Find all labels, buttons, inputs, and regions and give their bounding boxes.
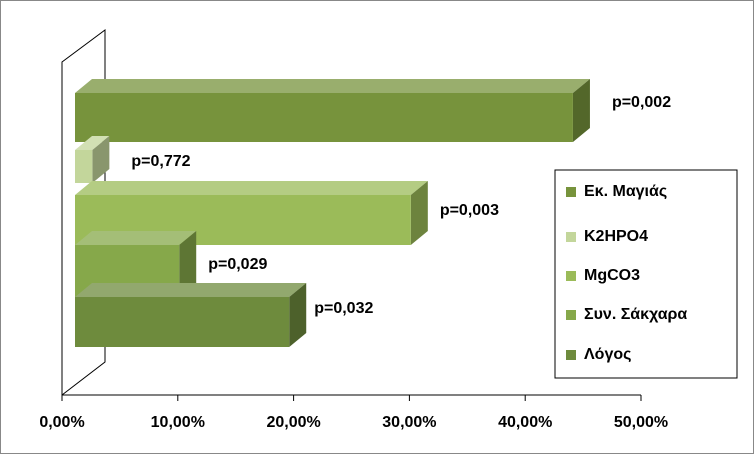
bar-side bbox=[92, 136, 110, 183]
x-tick-label: 20,00% bbox=[266, 414, 320, 431]
bar-top bbox=[75, 79, 590, 93]
legend-label: Λόγος bbox=[584, 346, 631, 363]
legend-swatch bbox=[566, 350, 576, 360]
data-label: p=0,032 bbox=[314, 300, 373, 317]
x-tick-label: 0,00% bbox=[39, 414, 84, 431]
legend-label: Συν. Σάκχαρα bbox=[584, 306, 687, 323]
bar-top bbox=[75, 136, 110, 150]
bar-top bbox=[75, 283, 307, 297]
legend-label: MgCO3 bbox=[584, 267, 640, 284]
legend-swatch bbox=[566, 232, 576, 242]
legend-swatch bbox=[566, 271, 576, 281]
legend-label: Εκ. Μαγιάς bbox=[584, 183, 667, 200]
data-label: p=0,003 bbox=[440, 202, 499, 219]
bar-side bbox=[410, 181, 428, 245]
legend-swatch bbox=[566, 310, 576, 320]
x-tick-label: 10,00% bbox=[151, 414, 205, 431]
bar-side bbox=[289, 283, 307, 347]
bar bbox=[75, 297, 290, 347]
data-label: p=0,029 bbox=[208, 256, 267, 273]
bar bbox=[75, 93, 573, 142]
bar-side bbox=[572, 79, 590, 142]
x-tick-label: 50,00% bbox=[614, 414, 668, 431]
x-tick-label: 40,00% bbox=[498, 414, 552, 431]
x-tick-label: 30,00% bbox=[382, 414, 436, 431]
data-label: p=0,772 bbox=[131, 153, 190, 170]
bar-side bbox=[179, 231, 197, 297]
legend-label: K2HPO4 bbox=[584, 228, 648, 245]
bar-top bbox=[75, 181, 428, 195]
bar-top bbox=[75, 231, 197, 245]
legend-swatch bbox=[566, 187, 576, 197]
data-label: p=0,002 bbox=[612, 94, 671, 111]
bar bbox=[75, 150, 93, 183]
legend bbox=[554, 169, 738, 379]
